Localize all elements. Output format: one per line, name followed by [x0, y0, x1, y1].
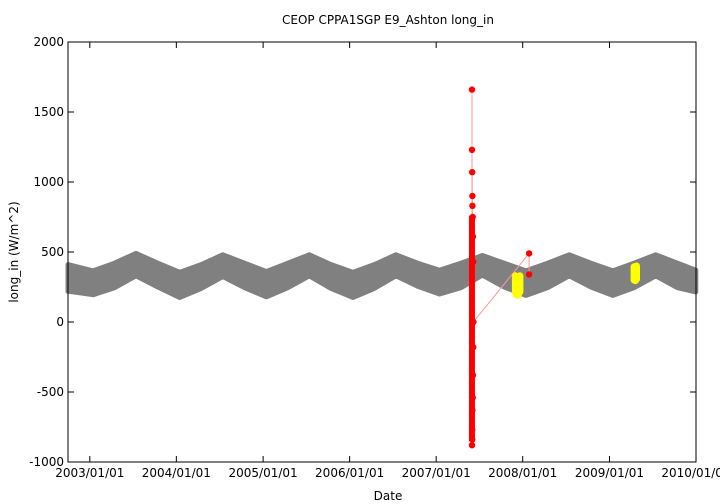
y-tick-label: -1000 — [29, 455, 64, 469]
series-red-dense-strip — [468, 215, 475, 441]
x-axis-label: Date — [374, 489, 403, 503]
x-tick-label: 2004/01/01 — [142, 466, 211, 480]
data-point-red — [469, 426, 476, 433]
data-point-red — [469, 213, 476, 221]
data-point-red — [469, 394, 476, 401]
x-tick-label: 2010/01/01 — [661, 466, 720, 480]
data-point-red — [470, 344, 477, 351]
x-tick-label: 2006/01/01 — [315, 466, 384, 480]
data-point-red — [469, 407, 476, 414]
data-point-red — [468, 442, 476, 449]
data-point-red — [469, 436, 476, 443]
series-band-grey — [65, 250, 699, 300]
chart-title: CEOP CPPA1SGP E9_Ashton long_in — [282, 13, 494, 27]
x-tick-label: 2009/01/01 — [575, 466, 644, 480]
data-point-red — [468, 146, 476, 153]
x-tick-label: 2008/01/01 — [488, 466, 557, 480]
plot-frame — [67, 41, 697, 463]
data-point-red — [469, 372, 477, 379]
data-point-red — [525, 250, 533, 257]
y-tick-label: 2000 — [33, 35, 64, 49]
data-point-red — [470, 258, 477, 265]
data-point-red — [469, 169, 476, 176]
data-point-red — [525, 271, 533, 278]
axes: -1000 -500 0 500 1000 1500 2000 2003/01/01 2004/… — [29, 35, 720, 480]
plot-area — [65, 86, 699, 449]
y-tick-label: 1500 — [33, 105, 64, 119]
x-tick-label: 2007/01/01 — [402, 466, 471, 480]
data-point-red — [469, 192, 476, 200]
data-point-red — [469, 202, 476, 209]
y-tick-label: 0 — [56, 315, 64, 329]
y-tick-label: -500 — [37, 385, 64, 399]
y-axis-label: long_in (W/m^2) — [7, 201, 21, 302]
data-point-red — [468, 86, 476, 93]
data-point-red — [470, 318, 477, 326]
y-tick-label: 500 — [41, 245, 64, 259]
x-tick-label: 2005/01/01 — [229, 466, 298, 480]
data-point-red — [469, 233, 477, 240]
x-tick-label: 2003/01/01 — [55, 466, 124, 480]
y-tick-label: 1000 — [33, 175, 64, 189]
